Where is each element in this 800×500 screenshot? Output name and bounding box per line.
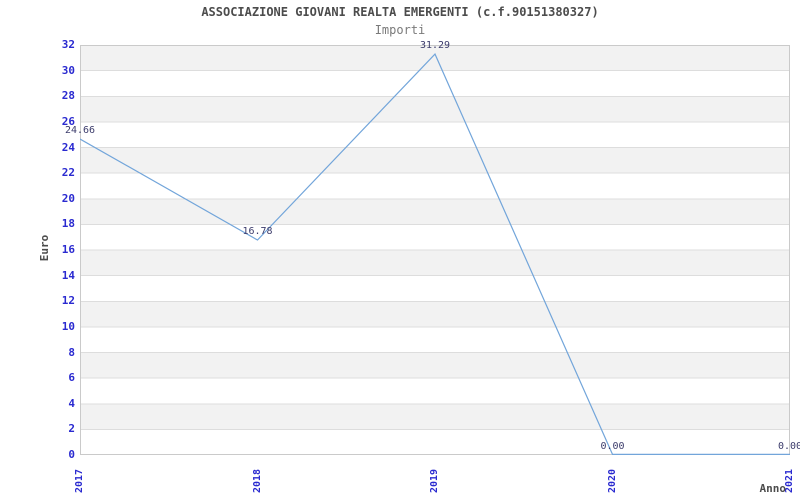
y-tick-label: 22	[61, 166, 75, 180]
y-tick-label: 2	[68, 422, 75, 436]
grid-band	[80, 147, 790, 174]
y-tick-label: 32	[61, 38, 75, 51]
grid-band	[80, 198, 790, 225]
chart-title: ASSOCIAZIONE GIOVANI REALTA EMERGENTI (c…	[201, 5, 599, 19]
grid-band	[80, 403, 790, 430]
y-tick-label: 18	[61, 217, 75, 231]
data-point-label: 24.66	[64, 125, 96, 137]
y-tick-label: 6	[68, 371, 75, 385]
grid-band	[80, 45, 790, 71]
x-tick-label: 2019	[429, 468, 440, 493]
plot-area	[79, 45, 790, 455]
y-tick-label: 14	[61, 268, 75, 282]
x-axis-label: Anno	[759, 482, 787, 495]
y-tick-label: 12	[61, 294, 75, 308]
line-chart-canvas	[79, 45, 790, 455]
data-point-label: 0.00	[600, 441, 625, 452]
data-point-label: 0.00	[777, 441, 800, 452]
grid-band	[80, 352, 790, 379]
y-tick-label: 26	[61, 114, 75, 128]
y-tick-label: 28	[61, 89, 75, 103]
y-tick-label: 10	[61, 319, 75, 333]
y-tick-label: 30	[61, 63, 75, 77]
grid-band	[80, 301, 790, 327]
x-tick-label: 2020	[606, 468, 618, 493]
y-tick-label: 8	[68, 345, 75, 359]
y-tick-label: 4	[68, 396, 75, 410]
grid-band	[80, 96, 790, 122]
y-tick-label: 24	[61, 140, 75, 154]
y-tick-label: 0	[68, 448, 75, 461]
line-series	[79, 53, 790, 455]
x-tick-label: 2017	[74, 468, 85, 493]
data-point-label: 16.78	[242, 226, 273, 237]
x-tick-label: 2018	[251, 468, 263, 493]
y-tick-label: 20	[61, 191, 75, 205]
plot-border	[80, 45, 790, 455]
data-point-label: 31.29	[419, 40, 451, 52]
grid-band	[80, 250, 790, 276]
y-tick-label: 16	[61, 243, 75, 256]
chart-subtitle: Importi	[374, 23, 426, 37]
